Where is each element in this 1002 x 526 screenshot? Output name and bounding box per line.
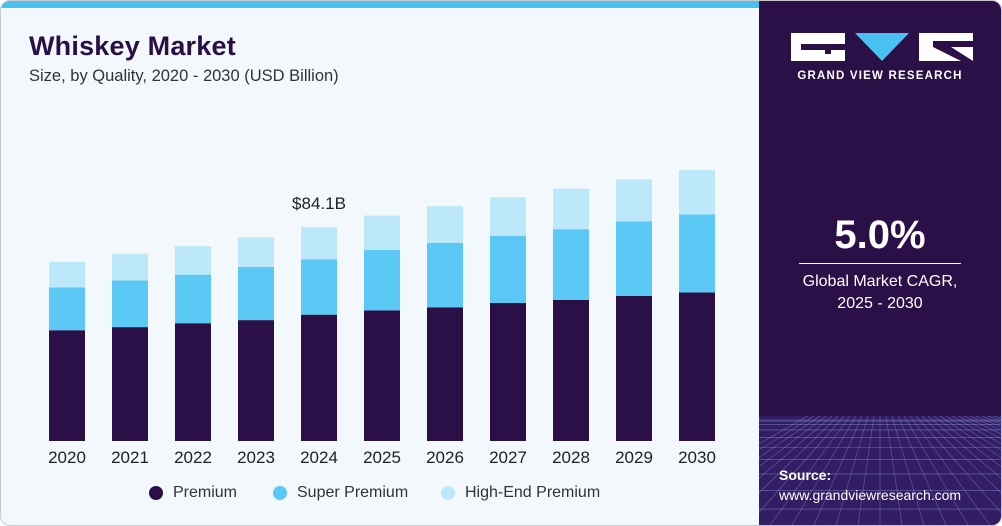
bar-segment-premium-2023 (238, 320, 274, 441)
bar-segment-super-premium-2030 (679, 214, 715, 293)
legend-swatch (273, 486, 287, 500)
chart-subtitle: Size, by Quality, 2020 - 2030 (USD Billi… (29, 67, 339, 85)
bar-segment-high-end-premium-2020 (49, 261, 85, 288)
bar-segment-super-premium-2029 (616, 221, 652, 297)
bar-segment-premium-2028 (553, 299, 589, 441)
legend-item-super-premium: Super Premium (273, 481, 408, 505)
x-tick-label-2023: 2023 (237, 448, 275, 467)
bar-segment-high-end-premium-2026 (427, 206, 463, 243)
legend-item-high-end-premium: High-End Premium (441, 481, 600, 505)
x-tick-label-2025: 2025 (363, 448, 401, 467)
decorative-grid-graphic (759, 416, 1001, 525)
bar-segment-super-premium-2024 (301, 259, 337, 315)
x-tick-label-2027: 2027 (489, 448, 527, 467)
legend-item-premium: Premium (149, 481, 237, 505)
bar-segment-premium-2021 (112, 327, 148, 441)
bar-segment-premium-2020 (49, 330, 85, 441)
bar-segment-super-premium-2022 (175, 274, 211, 324)
bar-segment-super-premium-2027 (490, 235, 526, 304)
bar-segment-high-end-premium-2024 (301, 227, 337, 260)
source-url: www.grandviewresearch.com (779, 487, 962, 503)
bar-segment-high-end-premium-2021 (112, 253, 148, 281)
bar-segment-high-end-premium-2027 (490, 197, 526, 236)
bar-segment-premium-2029 (616, 296, 652, 441)
bar-segment-high-end-premium-2022 (175, 246, 211, 275)
legend-swatch (441, 486, 455, 500)
info-sidebar: GRAND VIEW RESEARCH 5.0% Global Market C… (759, 1, 1001, 525)
bar-segment-super-premium-2025 (364, 249, 400, 311)
bar-segment-high-end-premium-2030 (679, 170, 715, 215)
x-tick-label-2026: 2026 (426, 448, 464, 467)
cagr-value: 5.0% (834, 213, 926, 257)
bar-segment-premium-2027 (490, 303, 526, 441)
bar-segment-high-end-premium-2029 (616, 179, 652, 222)
bar-segment-high-end-premium-2028 (553, 188, 589, 230)
bar-segment-premium-2026 (427, 307, 463, 441)
grand-view-research-logo (791, 33, 973, 61)
x-tick-label-2028: 2028 (552, 448, 590, 467)
x-tick-label-2022: 2022 (174, 448, 212, 467)
bar-segment-super-premium-2020 (49, 287, 85, 331)
legend-label: Super Premium (297, 484, 409, 501)
cagr-divider (799, 263, 961, 264)
x-tick-label-2030: 2030 (678, 448, 716, 467)
bar-segment-super-premium-2023 (238, 266, 274, 321)
bar-segment-super-premium-2028 (553, 229, 589, 300)
bar-segment-premium-2025 (364, 310, 400, 441)
bar-segment-premium-2024 (301, 314, 337, 441)
brand-name: GRAND VIEW RESEARCH (797, 70, 963, 82)
bar-segment-high-end-premium-2023 (238, 237, 274, 267)
bar-segment-super-premium-2026 (427, 242, 463, 308)
bar-segment-premium-2030 (679, 292, 715, 441)
chart-title: Whiskey Market (29, 31, 236, 61)
x-tick-label-2021: 2021 (111, 448, 149, 467)
x-tick-label-2020: 2020 (48, 448, 86, 467)
data-label-2024: $84.1B (292, 194, 346, 213)
source-label: Source: (779, 467, 832, 483)
stacked-bar-chart: 2020 2021 2022 2023 $84.1B 2024 2025 2026 2027 20… (48, 170, 716, 467)
bar-segment-premium-2022 (175, 323, 211, 441)
x-tick-label-2024: 2024 (300, 448, 338, 467)
bar-segment-high-end-premium-2025 (364, 215, 400, 250)
cagr-label: Global Market CAGR, 2025 - 2030 (802, 273, 958, 312)
x-tick-label-2029: 2029 (615, 448, 653, 467)
legend-label: Premium (173, 484, 238, 501)
legend-swatch (149, 486, 163, 500)
chart-panel: Whiskey Market Size, by Quality, 2020 - … (1, 1, 759, 525)
legend-label: High-End Premium (465, 484, 601, 501)
bar-segment-super-premium-2021 (112, 280, 148, 328)
chart-legend: Premium Super Premium High-End Premium (1, 481, 759, 505)
accent-strip (1, 1, 759, 8)
